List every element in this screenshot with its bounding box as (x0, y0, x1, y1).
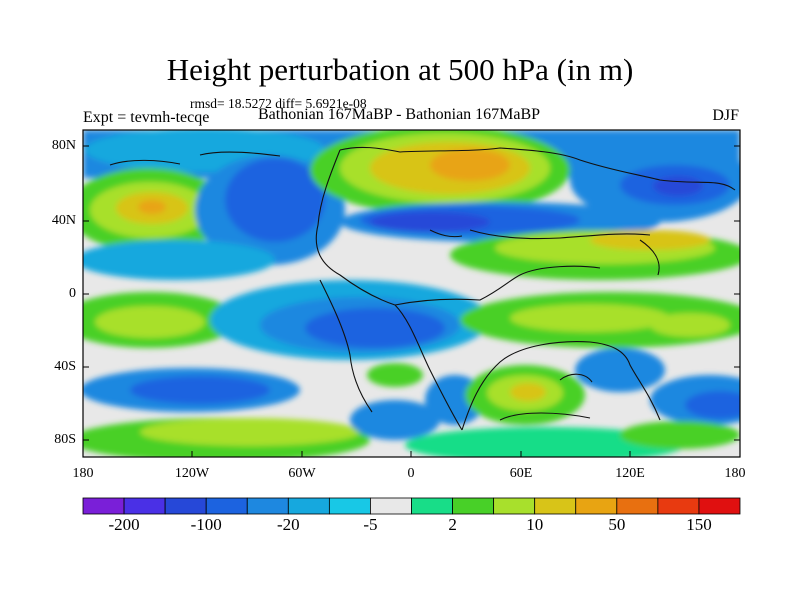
y-tick-label: 0 (69, 286, 76, 301)
x-tick-label: 120W (174, 466, 210, 481)
plot-title: Height perturbation at 500 hPa (in m) (166, 52, 634, 87)
axis-ticks (82, 145, 741, 457)
contour-field (83, 130, 740, 457)
colorbar-swatch (123, 497, 166, 515)
y-tick-label: 40N (51, 213, 76, 228)
colorbar-swatch (411, 497, 453, 515)
x-tick-label: 180 (72, 466, 94, 481)
stats-line: rmsd= 18.5272 diff= 5.6921e-08 (190, 96, 367, 111)
colorbar-label: -5 (363, 515, 378, 534)
colorbar-label: 50 (608, 515, 626, 534)
y-tick-label: 80N (51, 138, 76, 153)
x-tick-label: 0 (407, 466, 415, 481)
colorbar-label: 2 (448, 515, 457, 534)
x-tick-label: 60E (509, 466, 533, 481)
coastlines (109, 146, 736, 431)
x-tick-label: 120E (615, 466, 645, 481)
y-tick-label: 40S (54, 359, 76, 374)
colorbar-swatch (370, 497, 412, 515)
colorbar-swatch (82, 497, 125, 515)
colorbar-swatch (698, 497, 741, 515)
colorbar-swatch (657, 497, 700, 515)
colorbar-swatch (246, 497, 289, 515)
colorbar-swatch (575, 497, 618, 515)
x-tick-label: 60W (288, 466, 316, 481)
colorbar-swatch (328, 497, 371, 515)
colorbar-swatch (493, 497, 536, 515)
colorbar-label: -200 (108, 515, 140, 534)
colorbar-swatch (616, 497, 659, 515)
period-label: Bathonian 167MaBP - Bathonian 167MaBP (258, 106, 541, 123)
colorbar-label: -20 (276, 515, 300, 534)
colorbar-swatch (534, 497, 577, 515)
colorbar (82, 497, 741, 515)
season-label: DJF (712, 107, 739, 124)
colorbar-swatch (287, 497, 330, 515)
colorbar-swatch (205, 497, 248, 515)
colorbar-label: -100 (190, 515, 222, 534)
colorbar-swatch (164, 497, 207, 515)
y-tick-label: 80S (54, 432, 76, 447)
colorbar-swatch (452, 497, 495, 515)
experiment-label: Expt = tevmh-tecqe (83, 109, 210, 126)
colorbar-label: 10 (526, 515, 544, 534)
colorbar-label: 150 (686, 515, 712, 534)
x-tick-label: 180 (724, 466, 746, 481)
